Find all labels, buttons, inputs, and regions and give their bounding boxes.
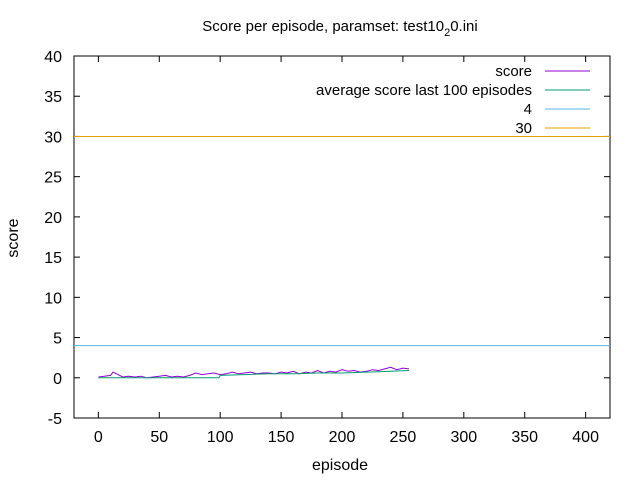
x-tick-label: 350: [511, 429, 538, 446]
series-layer: [74, 135, 610, 379]
legend-label-3: 30: [515, 120, 532, 137]
x-tick-label: 150: [268, 429, 295, 446]
y-tick-label: 25: [44, 170, 62, 187]
y-tick-label: -5: [48, 411, 62, 428]
x-axis-label: episode: [312, 457, 368, 474]
y-tick-label: 15: [44, 250, 62, 267]
y-tick-label: 35: [44, 89, 62, 106]
y-axis: -5 0 5 10 15 20 25 30 35 40: [44, 49, 610, 428]
x-tick-label: 400: [572, 429, 599, 446]
chart-title: Score per episode, paramset: test1020.in…: [202, 18, 477, 39]
x-axis: 0 50 100 150 200 250 300 350 400: [94, 56, 599, 446]
series-line-0: [98, 366, 410, 379]
y-tick-label: 5: [53, 331, 62, 348]
x-tick-label: 250: [390, 429, 417, 446]
series-line-1: [98, 370, 410, 379]
x-tick-label: 50: [150, 429, 168, 446]
legend-label-0: score: [495, 63, 532, 80]
x-tick-label: 0: [94, 429, 103, 446]
x-tick-label: 200: [329, 429, 356, 446]
y-tick-label: 30: [44, 129, 62, 146]
x-tick-label: 100: [207, 429, 234, 446]
y-tick-label: 10: [44, 290, 62, 307]
legend-label-1: average score last 100 episodes: [316, 82, 532, 99]
legend: score average score last 100 episodes 4 30: [316, 63, 590, 137]
x-tick-label: 300: [450, 429, 477, 446]
y-tick-label: 40: [44, 49, 62, 66]
y-tick-label: 20: [44, 210, 62, 227]
legend-label-2: 4: [524, 101, 532, 118]
y-tick-label: 0: [53, 371, 62, 388]
y-axis-label: score: [5, 218, 22, 257]
